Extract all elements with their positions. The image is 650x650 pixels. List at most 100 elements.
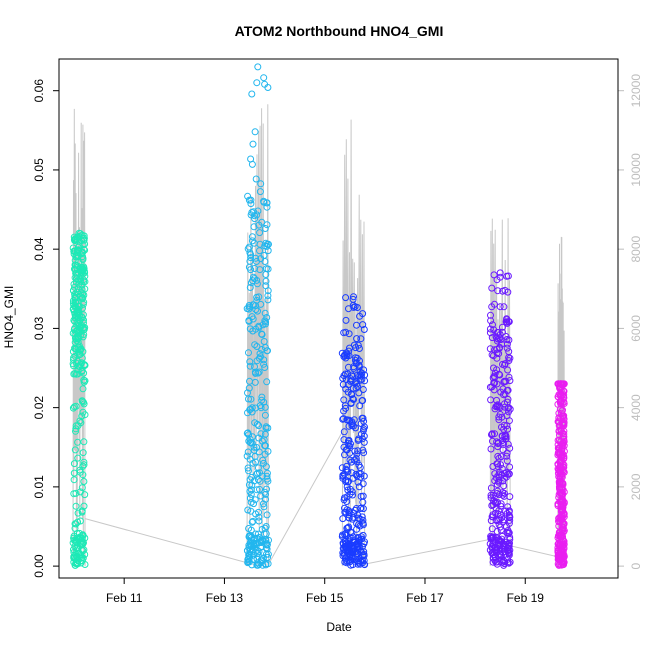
data-point <box>260 360 268 368</box>
data-point <box>246 494 254 502</box>
data-point <box>247 279 255 287</box>
data-point <box>245 263 253 271</box>
data-point <box>244 555 252 562</box>
data-point <box>557 397 565 405</box>
data-point <box>70 370 78 378</box>
data-point <box>502 433 510 441</box>
data-point <box>342 316 350 324</box>
data-point <box>248 408 256 416</box>
data-point <box>354 514 362 522</box>
data-point <box>495 516 503 524</box>
data-point <box>255 448 263 456</box>
data-point <box>502 507 510 515</box>
data-point <box>352 455 360 462</box>
data-point <box>247 486 255 494</box>
data-point <box>263 472 271 480</box>
y-tick-label: 0.01 <box>32 475 46 499</box>
data-point <box>554 540 562 548</box>
data-point <box>247 200 255 208</box>
data-point <box>359 531 367 539</box>
data-point <box>557 552 565 560</box>
data-point <box>263 541 271 549</box>
data-point <box>492 499 500 507</box>
data-point <box>487 311 494 319</box>
data-point <box>74 306 82 313</box>
data-point <box>74 333 82 341</box>
data-point <box>493 345 501 353</box>
data-point <box>71 256 79 264</box>
data-point <box>556 398 564 406</box>
data-point <box>354 436 362 444</box>
data-point <box>350 509 358 517</box>
data-point <box>358 397 366 405</box>
data-point <box>245 305 253 313</box>
data-point <box>355 542 363 550</box>
data-point <box>503 344 511 352</box>
data-point <box>500 440 507 448</box>
data-point <box>253 293 261 301</box>
data-point <box>506 444 514 452</box>
data-point <box>263 485 270 493</box>
data-point <box>74 243 82 251</box>
data-point <box>254 307 261 315</box>
data-point <box>245 481 253 489</box>
data-point <box>493 402 501 410</box>
data-point <box>246 284 254 291</box>
data-point <box>79 311 87 319</box>
data-point <box>69 287 77 294</box>
data-point <box>263 199 271 207</box>
data-point <box>488 430 496 438</box>
data-point <box>357 492 365 500</box>
data-point <box>260 503 268 511</box>
data-point <box>247 254 255 262</box>
data-point <box>555 473 563 481</box>
data-point <box>263 511 271 519</box>
data-point <box>249 327 257 335</box>
data-point-max <box>350 293 357 301</box>
data-point <box>559 406 566 414</box>
data-point <box>245 317 253 325</box>
data-point <box>70 476 78 484</box>
data-point <box>253 79 261 87</box>
data-point <box>263 203 271 211</box>
data-point <box>494 452 502 460</box>
data-point <box>560 380 568 388</box>
data-point-max <box>254 63 262 71</box>
data-point <box>345 363 352 371</box>
data-point <box>262 463 270 471</box>
data-point <box>339 515 347 523</box>
data-point <box>491 492 499 500</box>
data-point <box>256 247 263 255</box>
data-point <box>250 223 258 231</box>
data-point <box>255 368 263 376</box>
data-point <box>72 502 80 510</box>
data-point <box>251 378 259 386</box>
data-point <box>554 547 562 555</box>
data-point <box>249 517 257 525</box>
data-point <box>261 450 269 458</box>
data-point <box>264 84 272 91</box>
data-point <box>493 366 501 374</box>
data-point <box>493 396 501 404</box>
data-point <box>506 463 514 471</box>
data-point <box>504 272 512 280</box>
data-point <box>77 345 85 353</box>
data-point <box>259 456 267 464</box>
data-point <box>257 430 265 438</box>
data-point <box>554 441 562 449</box>
data-point <box>74 422 82 430</box>
data-point <box>70 558 78 566</box>
data-point <box>491 470 499 478</box>
data-point <box>353 335 361 343</box>
data-point <box>263 378 271 386</box>
data-point <box>251 128 259 136</box>
data-point <box>342 294 350 302</box>
data-point <box>341 451 348 459</box>
data-point <box>495 454 503 462</box>
data-point <box>346 456 354 464</box>
data-point <box>500 482 508 490</box>
data-point <box>246 362 254 370</box>
data-point <box>254 207 262 215</box>
data-point <box>358 375 366 383</box>
y2-tick-label: 12000 <box>629 74 643 108</box>
